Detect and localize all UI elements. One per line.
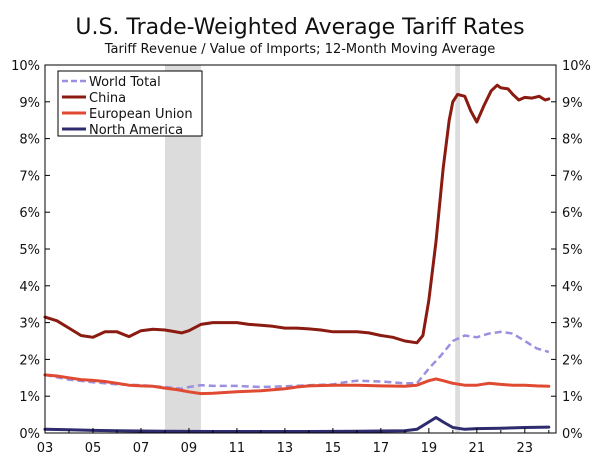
chart-title: U.S. Trade-Weighted Average Tariff Rates: [75, 15, 524, 40]
series-line-china: [43, 83, 551, 345]
x-tick-label: 05: [85, 441, 102, 456]
x-tick-label: 21: [469, 441, 486, 456]
y-tick-label-left: 2%: [19, 353, 40, 368]
y-tick-label-left: 10%: [11, 59, 40, 74]
y-tick-label-right: 3%: [562, 317, 583, 332]
y-tick-label-right: 2%: [562, 353, 583, 368]
y-tick-label-left: 6%: [19, 206, 40, 221]
x-tick-label: 07: [133, 441, 150, 456]
x-tick-label: 17: [373, 441, 390, 456]
series-line-world-total: [44, 330, 550, 391]
legend-label-china: China: [89, 91, 126, 106]
series-line-north-america: [43, 416, 551, 433]
x-tick-label: 23: [517, 441, 534, 456]
y-tick-label-right: 7%: [562, 169, 583, 184]
y-tick-label-right: 1%: [562, 390, 583, 405]
y-tick-label-left: 5%: [19, 243, 40, 258]
y-tick-label-right: 8%: [562, 133, 583, 148]
x-tick-label: 11: [229, 441, 246, 456]
y-tick-label-right: 5%: [562, 243, 583, 258]
legend-label-north-america: North America: [89, 123, 183, 138]
series-line-european-union: [43, 373, 551, 396]
legend-label-world-total: World Total: [89, 75, 161, 90]
y-axis-right: 0% 1% 2% 3% 4% 5% 6% 7% 8% 9% 10%: [551, 59, 591, 442]
y-axis-left: 0% 1% 2% 3% 4% 5% 6% 7% 8% 9% 10%: [11, 59, 50, 442]
x-tick-label: 09: [181, 441, 198, 456]
y-tick-label-right: 9%: [562, 96, 583, 111]
y-tick-label-right: 10%: [562, 59, 591, 74]
legend-box: [57, 70, 203, 137]
x-axis: 03 05 07 09 11 13 15 17 19 21 23: [37, 428, 550, 456]
legend-label-european-union: European Union: [89, 107, 193, 122]
y-tick-label-left: 4%: [19, 280, 40, 295]
y-tick-label-right: 6%: [562, 206, 583, 221]
y-tick-label-left: 1%: [19, 390, 40, 405]
y-tick-label-left: 7%: [19, 169, 40, 184]
x-tick-label: 13: [277, 441, 294, 456]
y-tick-label-left: 3%: [19, 317, 40, 332]
y-tick-label-left: 9%: [19, 96, 40, 111]
chart-subtitle: Tariff Revenue / Value of Imports; 12-Mo…: [104, 42, 496, 57]
series-layer: [43, 83, 551, 433]
y-tick-label-left: 0%: [19, 427, 40, 442]
x-tick-label: 03: [37, 441, 54, 456]
x-tick-label: 15: [325, 441, 342, 456]
shaded-period-1: [455, 65, 461, 433]
recession-shading: [164, 65, 461, 433]
y-tick-label-right: 0%: [562, 427, 583, 442]
y-tick-label-left: 8%: [19, 133, 40, 148]
y-tick-label-right: 4%: [562, 280, 583, 295]
x-tick-label: 19: [421, 441, 438, 456]
